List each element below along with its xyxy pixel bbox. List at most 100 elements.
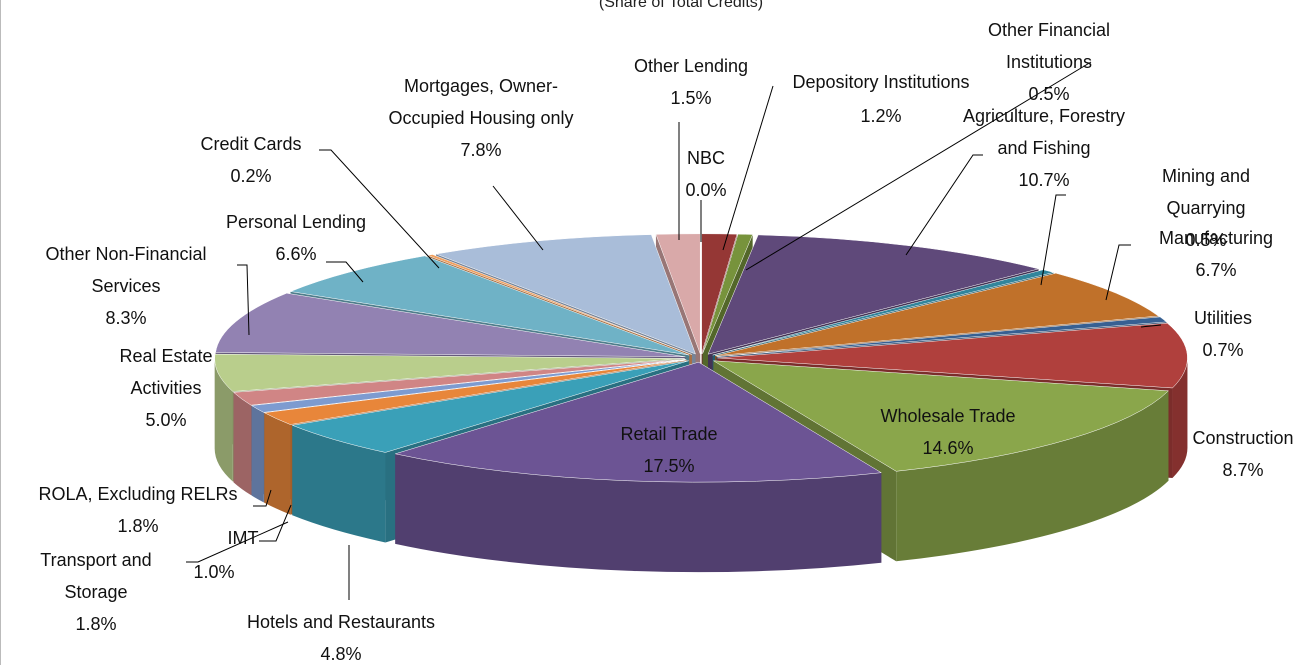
slice-label: IMT xyxy=(228,522,259,554)
slice-value: 6.6% xyxy=(275,244,317,264)
slice-label: Hotels and Restaurants 4.8% xyxy=(247,606,435,665)
slice-side xyxy=(1172,357,1188,478)
slice-name: Other Non-Financial Services xyxy=(45,244,207,296)
slice-name: Retail Trade xyxy=(620,424,718,444)
slice xyxy=(717,322,1188,389)
slice xyxy=(291,360,689,453)
slice-value: 0.7% xyxy=(1202,340,1244,360)
slice-label: Manufacturing 6.7% xyxy=(1159,222,1273,286)
slice-value: 5.0% xyxy=(145,410,187,430)
slice-name: Utilities xyxy=(1193,308,1253,328)
slice-label: Construction 8.7% xyxy=(1192,422,1293,486)
slice-value: 0.5% xyxy=(1028,84,1070,104)
slice xyxy=(702,233,754,354)
slice-label: Wholesale Trade 14.6% xyxy=(880,400,1015,464)
slice-side xyxy=(214,358,233,482)
slice-name: ROLA, Excluding RELRs xyxy=(38,484,238,504)
slice-name: Depository Institutions xyxy=(792,72,970,92)
slice-value: 10.7% xyxy=(1018,170,1070,190)
slice-name: Credit Cards xyxy=(200,134,302,154)
leader-line xyxy=(722,85,774,251)
slice-value: 8.3% xyxy=(105,308,147,328)
slice-value: 4.8% xyxy=(320,644,362,664)
slice-label: NBC 0.0% xyxy=(685,142,726,206)
slice-label: Agriculture, Forestry and Fishing 10.7% xyxy=(963,100,1125,196)
slice-side xyxy=(264,412,291,515)
slice-name: Mining and Quarrying xyxy=(1161,166,1251,218)
slice xyxy=(232,359,686,406)
slice-name: Agriculture, Forestry and Fishing xyxy=(962,106,1126,158)
slice-value-label: 1.0% xyxy=(193,556,234,588)
slice-name: IMT xyxy=(227,528,259,548)
slice-name: Other Financial Institutions xyxy=(987,20,1111,72)
slice xyxy=(655,233,701,354)
slice xyxy=(707,234,1039,355)
leader-line xyxy=(326,261,364,283)
slice-side xyxy=(896,390,1169,562)
chart-subtitle: (Share of Total Credits) xyxy=(598,0,764,11)
leader-line xyxy=(259,504,292,542)
slice xyxy=(250,359,687,413)
slice-label: Other Financial Institutions 0.5% xyxy=(988,14,1110,110)
slice-label: Utilities 0.7% xyxy=(1194,302,1252,366)
slice-name: Manufacturing xyxy=(1158,228,1274,248)
slice xyxy=(214,353,685,392)
leader-line xyxy=(1105,244,1131,301)
slice xyxy=(701,233,738,354)
leader-line xyxy=(186,521,289,563)
slice-value: 1.2% xyxy=(860,106,902,126)
slice-value: 8.7% xyxy=(1222,460,1264,480)
slice-label: Mining and Quarrying 0.5% xyxy=(1151,160,1261,256)
slice-value: 14.6% xyxy=(922,438,974,458)
slice xyxy=(714,272,1160,357)
slice-name: Wholesale Trade xyxy=(880,406,1016,426)
slice xyxy=(716,316,1168,357)
slice-name: Construction xyxy=(1192,428,1294,448)
slice-name: NBC xyxy=(686,148,725,168)
slice-value-label: 1.2% xyxy=(860,100,901,132)
slice-value: 17.5% xyxy=(643,456,695,476)
slice-label: Transport and Storage 1.8% xyxy=(40,544,151,640)
slice-name: Hotels and Restaurants xyxy=(246,612,436,632)
slice xyxy=(215,292,686,358)
leader-line xyxy=(745,61,1092,271)
slice-label: Other Lending 1.5% xyxy=(634,50,748,114)
slice-label: Real Estate Activities 5.0% xyxy=(119,340,212,436)
slice-value: 1.0% xyxy=(193,562,235,582)
leader-line xyxy=(492,185,544,251)
slice-value: 0.2% xyxy=(230,166,272,186)
slice-side xyxy=(292,425,386,543)
slice-value: 1.8% xyxy=(117,516,159,536)
leader-line xyxy=(319,149,440,269)
slice-label: Depository Institutions xyxy=(792,66,969,98)
slice-value: 1.5% xyxy=(670,88,712,108)
leader-line xyxy=(1140,324,1162,328)
slice-value: 1.8% xyxy=(75,614,117,634)
slice-side xyxy=(395,453,882,573)
leader-line xyxy=(237,264,250,336)
slice-name: Personal Lending xyxy=(225,212,367,232)
slice-name: Real Estate Activities xyxy=(119,346,213,398)
slice-label: Personal Lending 6.6% xyxy=(226,206,366,270)
slice-label: Retail Trade 17.5% xyxy=(620,418,717,482)
slice xyxy=(289,255,690,356)
slice xyxy=(713,360,1170,472)
slice-name: Transport and Storage xyxy=(40,550,152,602)
leader-line xyxy=(253,489,272,507)
slice-value: 0.5% xyxy=(1185,230,1227,250)
slice-side xyxy=(233,392,252,496)
slice xyxy=(435,234,696,355)
leader-line xyxy=(1040,194,1066,286)
slice xyxy=(263,359,687,425)
slice-label: ROLA, Excluding RELRs 1.8% xyxy=(38,478,237,542)
slice-label: Other Non-Financial Services 8.3% xyxy=(45,238,206,334)
slice xyxy=(394,361,883,483)
slice-value: 6.7% xyxy=(1195,260,1237,280)
slice-value: 0.0% xyxy=(685,180,727,200)
slice-name: Mortgages, Owner- Occupied Housing only xyxy=(388,76,574,128)
slice-label: Credit Cards 0.2% xyxy=(200,128,301,192)
slice-value: 7.8% xyxy=(460,140,502,160)
slice-label: Mortgages, Owner- Occupied Housing only 7… xyxy=(388,70,573,166)
